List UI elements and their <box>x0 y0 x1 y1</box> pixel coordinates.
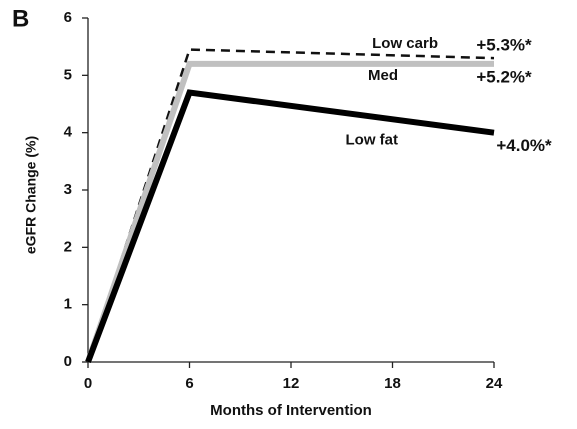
value-label: +5.2%* <box>476 67 532 86</box>
y-axis-label: eGFR Change (%) <box>23 136 39 254</box>
y-tick-label: 4 <box>64 124 73 141</box>
y-tick-label: 6 <box>64 9 72 26</box>
y-tick-label: 0 <box>64 353 72 370</box>
y-tick-label: 2 <box>64 238 72 255</box>
series-name: Low fat <box>346 132 399 149</box>
x-tick-label: 12 <box>283 375 300 392</box>
x-tick-label: 6 <box>185 375 193 392</box>
panel-label: B <box>12 5 29 32</box>
x-tick-label: 18 <box>384 375 401 392</box>
y-tick-label: 3 <box>64 181 72 198</box>
x-tick-label: 0 <box>84 375 92 392</box>
y-tick-label: 5 <box>64 66 72 83</box>
value-label: +4.0%* <box>496 136 552 155</box>
series-name: Med <box>368 67 398 84</box>
series-line <box>85 60 494 363</box>
series-name: Low carb <box>372 35 438 52</box>
series-line <box>85 89 495 364</box>
x-tick-label: 24 <box>486 375 503 392</box>
x-axis-label: Months of Intervention <box>210 402 372 419</box>
y-tick-label: 1 <box>64 296 72 313</box>
value-label: +5.3%* <box>476 36 532 55</box>
